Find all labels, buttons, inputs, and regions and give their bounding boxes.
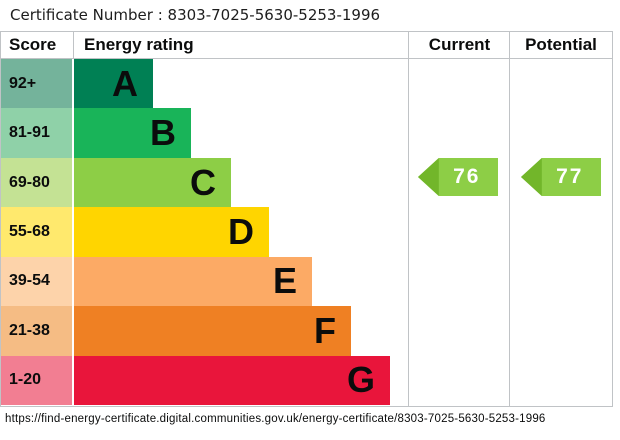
band-row-b: 81-91 B <box>1 108 612 158</box>
header-score: Score <box>1 32 74 58</box>
band-letter: B <box>150 112 176 154</box>
band-letter: C <box>190 161 216 203</box>
band-letter: F <box>314 309 336 351</box>
rating-bar: A <box>74 59 153 109</box>
footer-url: https://find-energy-certificate.digital.… <box>5 413 546 425</box>
band-row-c: 69-80 C <box>1 157 612 208</box>
band-row-e: 39-54 E <box>1 256 612 307</box>
band-letter: A <box>112 62 138 104</box>
score-cell: 81-91 <box>1 108 74 158</box>
epc-rating-table: Score Energy rating Current Potential 92… <box>0 31 613 407</box>
band-row-d: 55-68 D <box>1 207 612 257</box>
score-cell: 39-54 <box>1 256 74 307</box>
current-rating-value: 76 <box>453 165 481 188</box>
certificate-number-title: Certificate Number : 8303-7025-5630-5253… <box>10 6 381 24</box>
score-cell: 92+ <box>1 59 74 109</box>
potential-rating-value: 77 <box>556 165 584 188</box>
current-rating-arrow: 76 <box>418 158 498 196</box>
band-row-f: 21-38 F <box>1 306 612 356</box>
header-current: Current <box>428 35 491 54</box>
band-letter: E <box>272 260 297 302</box>
column-divider-current <box>408 32 409 406</box>
band-letter: G <box>346 359 375 401</box>
potential-rating-arrow: 77 <box>521 158 601 196</box>
rating-bar: E <box>74 256 312 307</box>
score-cell: 55-68 <box>1 207 74 257</box>
table-header-row: Score Energy rating Current Potential <box>1 32 612 59</box>
rating-bar: C <box>74 157 231 208</box>
rating-bar: D <box>74 207 269 257</box>
rating-bar: G <box>74 355 390 405</box>
rating-bar: B <box>74 108 191 158</box>
header-energy-rating: Energy rating <box>84 35 194 54</box>
score-cell: 21-38 <box>1 306 74 356</box>
header-potential: Potential <box>525 35 597 54</box>
score-cell: 69-80 <box>1 157 74 208</box>
score-cell: 1-20 <box>1 355 74 405</box>
band-rows: 92+ A 81-91 B 69-80 C 55-68 D 39-54 E 21… <box>1 59 612 405</box>
band-letter: D <box>228 210 254 252</box>
band-row-a: 92+ A <box>1 59 612 109</box>
band-row-g: 1-20 G <box>1 355 612 405</box>
column-divider-potential <box>509 32 510 406</box>
rating-bar: F <box>74 306 351 356</box>
